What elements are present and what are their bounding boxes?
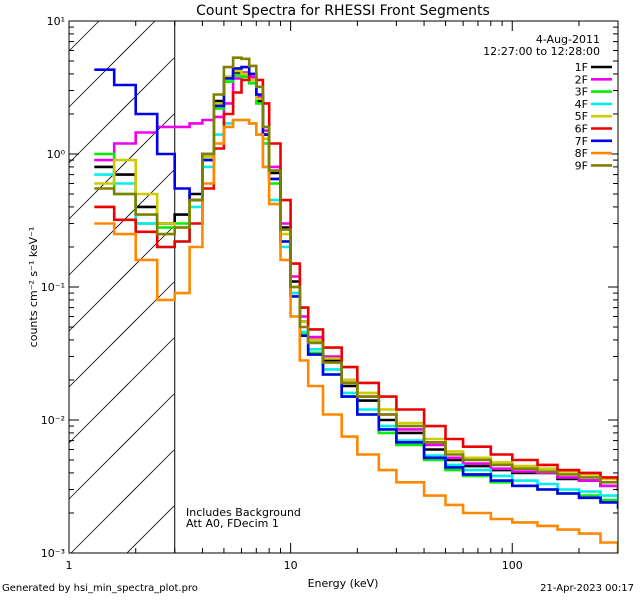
series-8F bbox=[94, 118, 618, 553]
spectra-series bbox=[94, 56, 618, 553]
hatch-line bbox=[68, 168, 176, 276]
hatch-line bbox=[68, 392, 176, 500]
legend-label-4F: 4F bbox=[575, 98, 588, 111]
series-5F bbox=[94, 69, 618, 486]
series-9F bbox=[94, 56, 618, 489]
hatch-line bbox=[68, 336, 176, 444]
hatch-line bbox=[126, 504, 176, 554]
x-tick-label: 10 bbox=[284, 559, 298, 572]
legend-label-1F: 1F bbox=[575, 61, 588, 74]
hatch-line bbox=[70, 448, 176, 554]
x-tick-label: 1 bbox=[66, 559, 73, 572]
hatch-line bbox=[68, 280, 176, 388]
hatch-line bbox=[68, 20, 156, 108]
hatch-line bbox=[68, 56, 176, 164]
y-tick-label: 10⁻³ bbox=[41, 547, 65, 560]
timestamp-label: 21-Apr-2023 00:17 bbox=[540, 583, 634, 594]
time-range-label: 12:27:00 to 12:28:00 bbox=[483, 45, 600, 58]
y-tick-label: 10⁻² bbox=[41, 414, 65, 427]
legend-label-2F: 2F bbox=[575, 73, 588, 86]
background-annotation: Includes Background bbox=[186, 506, 301, 519]
x-axis-label: Energy (keV) bbox=[308, 577, 379, 590]
hatch-line bbox=[68, 20, 100, 52]
legend-label-3F: 3F bbox=[575, 86, 588, 99]
attenuator-annotation: Att A0, FDecim 1 bbox=[186, 517, 279, 530]
legend-label-8F: 8F bbox=[575, 147, 588, 160]
axes: 1 10 100 10⁻³ 10⁻² 10⁻¹ 10⁰ 10¹ bbox=[41, 15, 619, 572]
legend-label-6F: 6F bbox=[575, 123, 588, 136]
y-tick-label: 10¹ bbox=[47, 15, 65, 28]
excluded-energy-region bbox=[68, 20, 176, 554]
y-axis-label: counts cm⁻² s⁻¹ keV⁻¹ bbox=[27, 227, 40, 348]
chart-title: Count Spectra for RHESSI Front Segments bbox=[196, 3, 490, 19]
hatch-line bbox=[68, 224, 176, 332]
x-tick-label: 100 bbox=[502, 559, 523, 572]
legend-label-7F: 7F bbox=[575, 135, 588, 148]
series-1F bbox=[94, 71, 618, 491]
series-6F bbox=[94, 72, 618, 484]
legend-label-9F: 9F bbox=[575, 159, 588, 172]
y-tick-label: 10⁰ bbox=[47, 148, 66, 161]
generated-by-label: Generated by hsi_min_spectra_plot.pro bbox=[2, 583, 198, 594]
y-tick-label: 10⁻¹ bbox=[41, 281, 65, 294]
hatch-line bbox=[68, 112, 176, 220]
series-2F bbox=[94, 71, 618, 491]
date-label: 4-Aug-2011 bbox=[536, 33, 600, 46]
legend-label-5F: 5F bbox=[575, 110, 588, 123]
